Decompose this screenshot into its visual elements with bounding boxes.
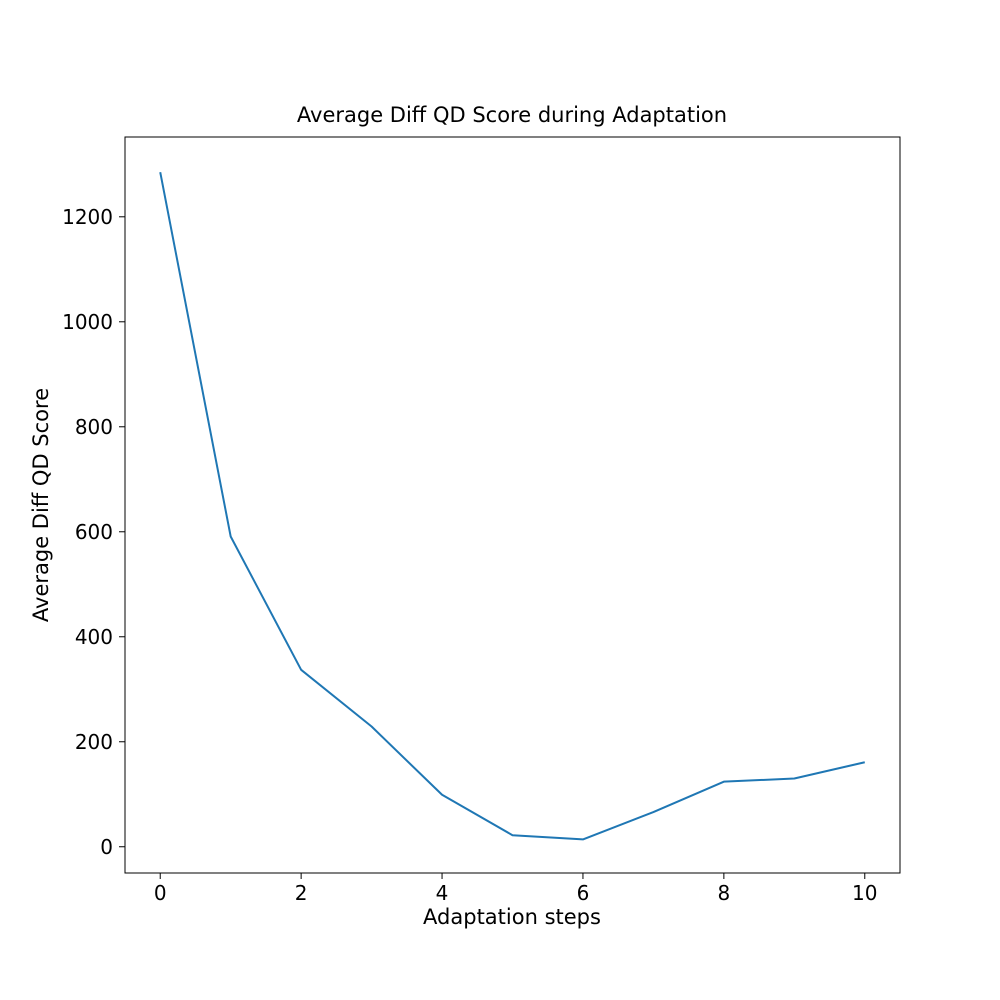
chart-title: Average Diff QD Score during Adaptation [297, 103, 727, 127]
x-tick-label: 4 [436, 881, 449, 905]
y-tick-label: 1200 [62, 205, 113, 229]
x-tick-label: 2 [295, 881, 308, 905]
x-tick-label: 6 [577, 881, 590, 905]
x-tick-label: 8 [717, 881, 730, 905]
y-axis-ticks: 0 200 400 600 800 1000 1200 [62, 205, 125, 859]
y-tick-label: 200 [75, 730, 113, 754]
series-line [159, 171, 865, 841]
y-axis-label: Average Diff QD Score [29, 388, 53, 622]
plot-area-frame [124, 136, 901, 874]
x-tick-label: 10 [852, 881, 877, 905]
y-tick-label: 1000 [62, 310, 113, 334]
y-tick-label: 800 [75, 415, 113, 439]
x-axis-ticks: 0 2 4 6 8 10 [154, 873, 877, 905]
x-tick-label: 0 [154, 881, 167, 905]
y-tick-label: 400 [75, 625, 113, 649]
y-tick-label: 0 [100, 835, 113, 859]
y-tick-label: 600 [75, 520, 113, 544]
x-axis-label: Adaptation steps [423, 905, 601, 929]
